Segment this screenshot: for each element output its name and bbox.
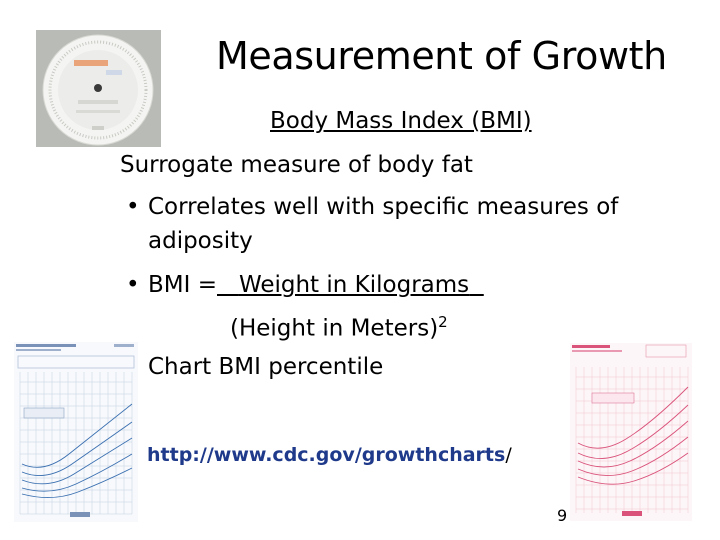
- cdc-growthcharts-link[interactable]: http://www.cdc.gov/growthcharts/: [147, 444, 512, 466]
- formula-denominator: (Height in Meters)2: [230, 313, 448, 342]
- girls-growth-chart-image: [570, 343, 692, 521]
- body-line-correlates: Correlates well with specific measures o…: [148, 194, 619, 220]
- bmi-wheel-image: [36, 30, 161, 147]
- bullet-marker: •: [126, 272, 140, 298]
- body-line-adiposity: adiposity: [148, 228, 253, 254]
- formula-numerator: Weight in Kilograms: [238, 272, 470, 298]
- slide-title: Measurement of Growth: [216, 34, 667, 78]
- bmi-equals-label: BMI =: [148, 272, 217, 298]
- bullet-marker: •: [126, 194, 140, 220]
- body-line-chart-percentile: Chart BMI percentile: [148, 354, 384, 380]
- page-number: 9: [557, 506, 568, 525]
- boys-growth-chart-image: [14, 342, 138, 522]
- slide-subtitle: Body Mass Index (BMI): [270, 108, 532, 134]
- body-line-surrogate: Surrogate measure of body fat: [120, 152, 473, 178]
- bmi-formula-line: BMI = Weight in Kilograms: [148, 272, 484, 298]
- exponent: 2: [438, 313, 448, 331]
